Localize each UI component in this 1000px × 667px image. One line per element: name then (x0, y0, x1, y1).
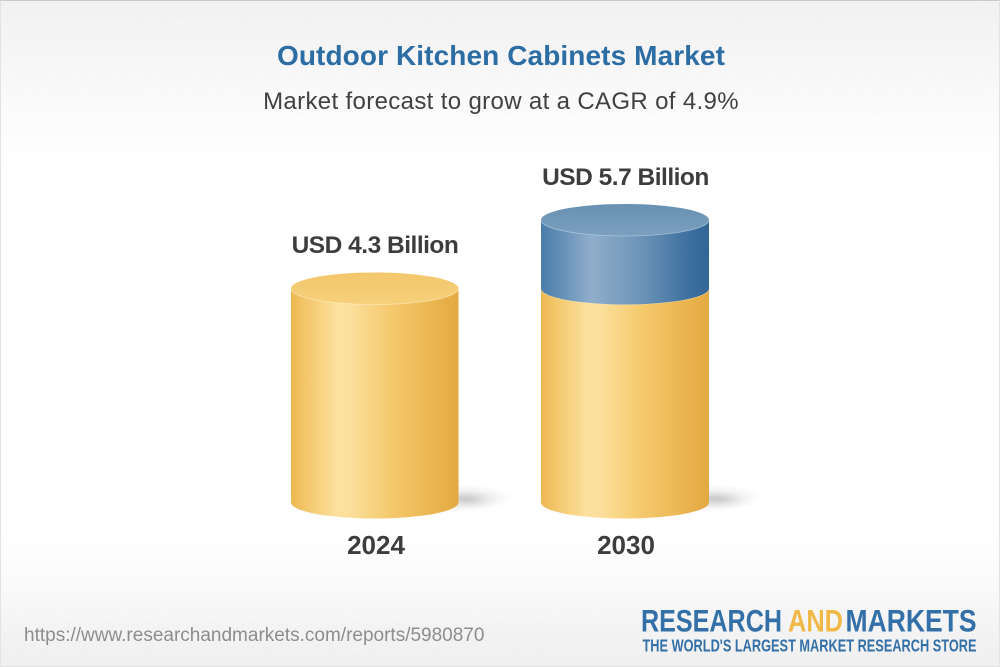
svg-text:MARKETS: MARKETS (846, 603, 977, 639)
svg-text:RESEARCH: RESEARCH (641, 603, 782, 639)
svg-text:AND: AND (788, 603, 843, 639)
svg-text:THE WORLD'S LARGEST MARKET RES: THE WORLD'S LARGEST MARKET RESEARCH STOR… (643, 636, 977, 656)
